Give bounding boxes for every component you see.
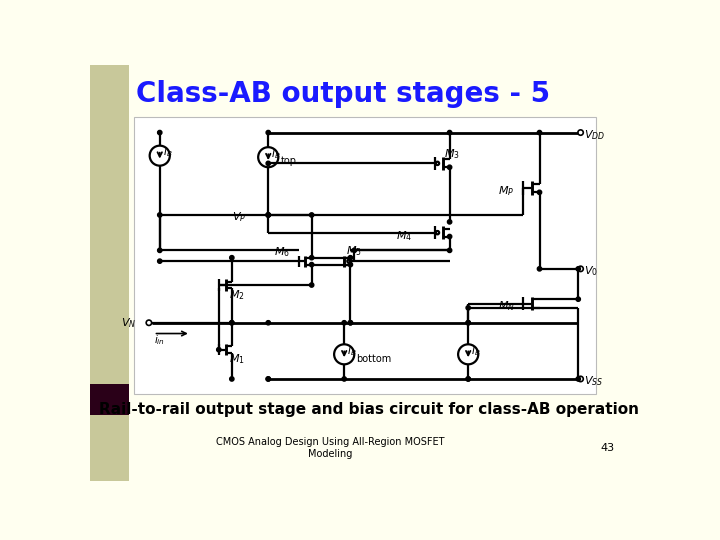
Circle shape — [266, 377, 271, 381]
Text: $M_4$: $M_4$ — [395, 229, 412, 242]
Circle shape — [466, 377, 470, 381]
Circle shape — [447, 130, 451, 134]
Circle shape — [266, 213, 271, 217]
Circle shape — [447, 248, 451, 253]
Circle shape — [266, 321, 271, 325]
Circle shape — [576, 377, 580, 381]
Circle shape — [266, 161, 271, 166]
Circle shape — [310, 262, 314, 267]
Text: $M_2$: $M_2$ — [229, 288, 245, 302]
Circle shape — [447, 165, 451, 170]
Text: Rail-to-rail output stage and bias circuit for class-AB operation: Rail-to-rail output stage and bias circu… — [99, 402, 639, 417]
Circle shape — [230, 255, 234, 260]
Circle shape — [158, 130, 162, 134]
Circle shape — [466, 321, 470, 325]
Circle shape — [466, 306, 470, 310]
Polygon shape — [90, 65, 129, 481]
Circle shape — [576, 267, 580, 271]
Circle shape — [342, 321, 346, 325]
Text: $M_N$: $M_N$ — [498, 300, 516, 314]
Text: $M_5$: $M_5$ — [346, 244, 361, 258]
Text: $M_3$: $M_3$ — [444, 147, 460, 160]
Polygon shape — [129, 65, 648, 115]
Circle shape — [266, 213, 271, 217]
Text: $M_6$: $M_6$ — [274, 246, 289, 259]
Circle shape — [466, 377, 470, 381]
Circle shape — [310, 283, 314, 287]
Circle shape — [230, 321, 234, 325]
Circle shape — [342, 377, 346, 381]
Text: Class-AB output stages - 5: Class-AB output stages - 5 — [137, 80, 551, 108]
Circle shape — [447, 220, 451, 224]
Circle shape — [310, 255, 314, 260]
Circle shape — [576, 297, 580, 301]
Circle shape — [266, 213, 271, 217]
Text: $I_B$: $I_B$ — [347, 345, 357, 358]
Circle shape — [348, 321, 353, 325]
Text: CMOS Analog Design Using All-Region MOSFET
Modeling: CMOS Analog Design Using All-Region MOSF… — [216, 437, 444, 459]
Text: $V_P$: $V_P$ — [233, 211, 246, 224]
FancyBboxPatch shape — [134, 117, 596, 394]
Text: $V_0$: $V_0$ — [585, 264, 598, 278]
Circle shape — [230, 377, 234, 381]
Circle shape — [158, 248, 162, 253]
Text: $V_N$: $V_N$ — [121, 316, 137, 329]
Circle shape — [537, 267, 541, 271]
Circle shape — [266, 377, 271, 381]
Circle shape — [352, 248, 356, 253]
Text: 43: 43 — [600, 443, 615, 453]
Text: $i_{in}$: $i_{in}$ — [153, 333, 165, 347]
Circle shape — [230, 321, 234, 325]
Circle shape — [447, 234, 451, 239]
Circle shape — [348, 255, 353, 260]
Circle shape — [158, 213, 162, 217]
Circle shape — [466, 321, 470, 325]
Text: top: top — [281, 156, 297, 166]
Circle shape — [310, 213, 314, 217]
Text: $M_P$: $M_P$ — [498, 184, 515, 198]
Text: $I_B$: $I_B$ — [163, 146, 173, 159]
Circle shape — [158, 259, 162, 264]
Circle shape — [348, 321, 353, 325]
Text: $I_B$: $I_B$ — [271, 147, 281, 161]
Circle shape — [537, 190, 541, 194]
Text: $I_B$: $I_B$ — [472, 345, 481, 358]
Circle shape — [537, 130, 541, 134]
Text: $M_1$: $M_1$ — [229, 353, 245, 367]
Polygon shape — [90, 384, 129, 415]
Text: bottom: bottom — [356, 354, 392, 364]
Circle shape — [348, 262, 353, 267]
Circle shape — [217, 348, 221, 352]
Text: $V_{DD}$: $V_{DD}$ — [585, 128, 606, 142]
Text: $V_{SS}$: $V_{SS}$ — [585, 374, 603, 388]
Circle shape — [266, 130, 271, 134]
